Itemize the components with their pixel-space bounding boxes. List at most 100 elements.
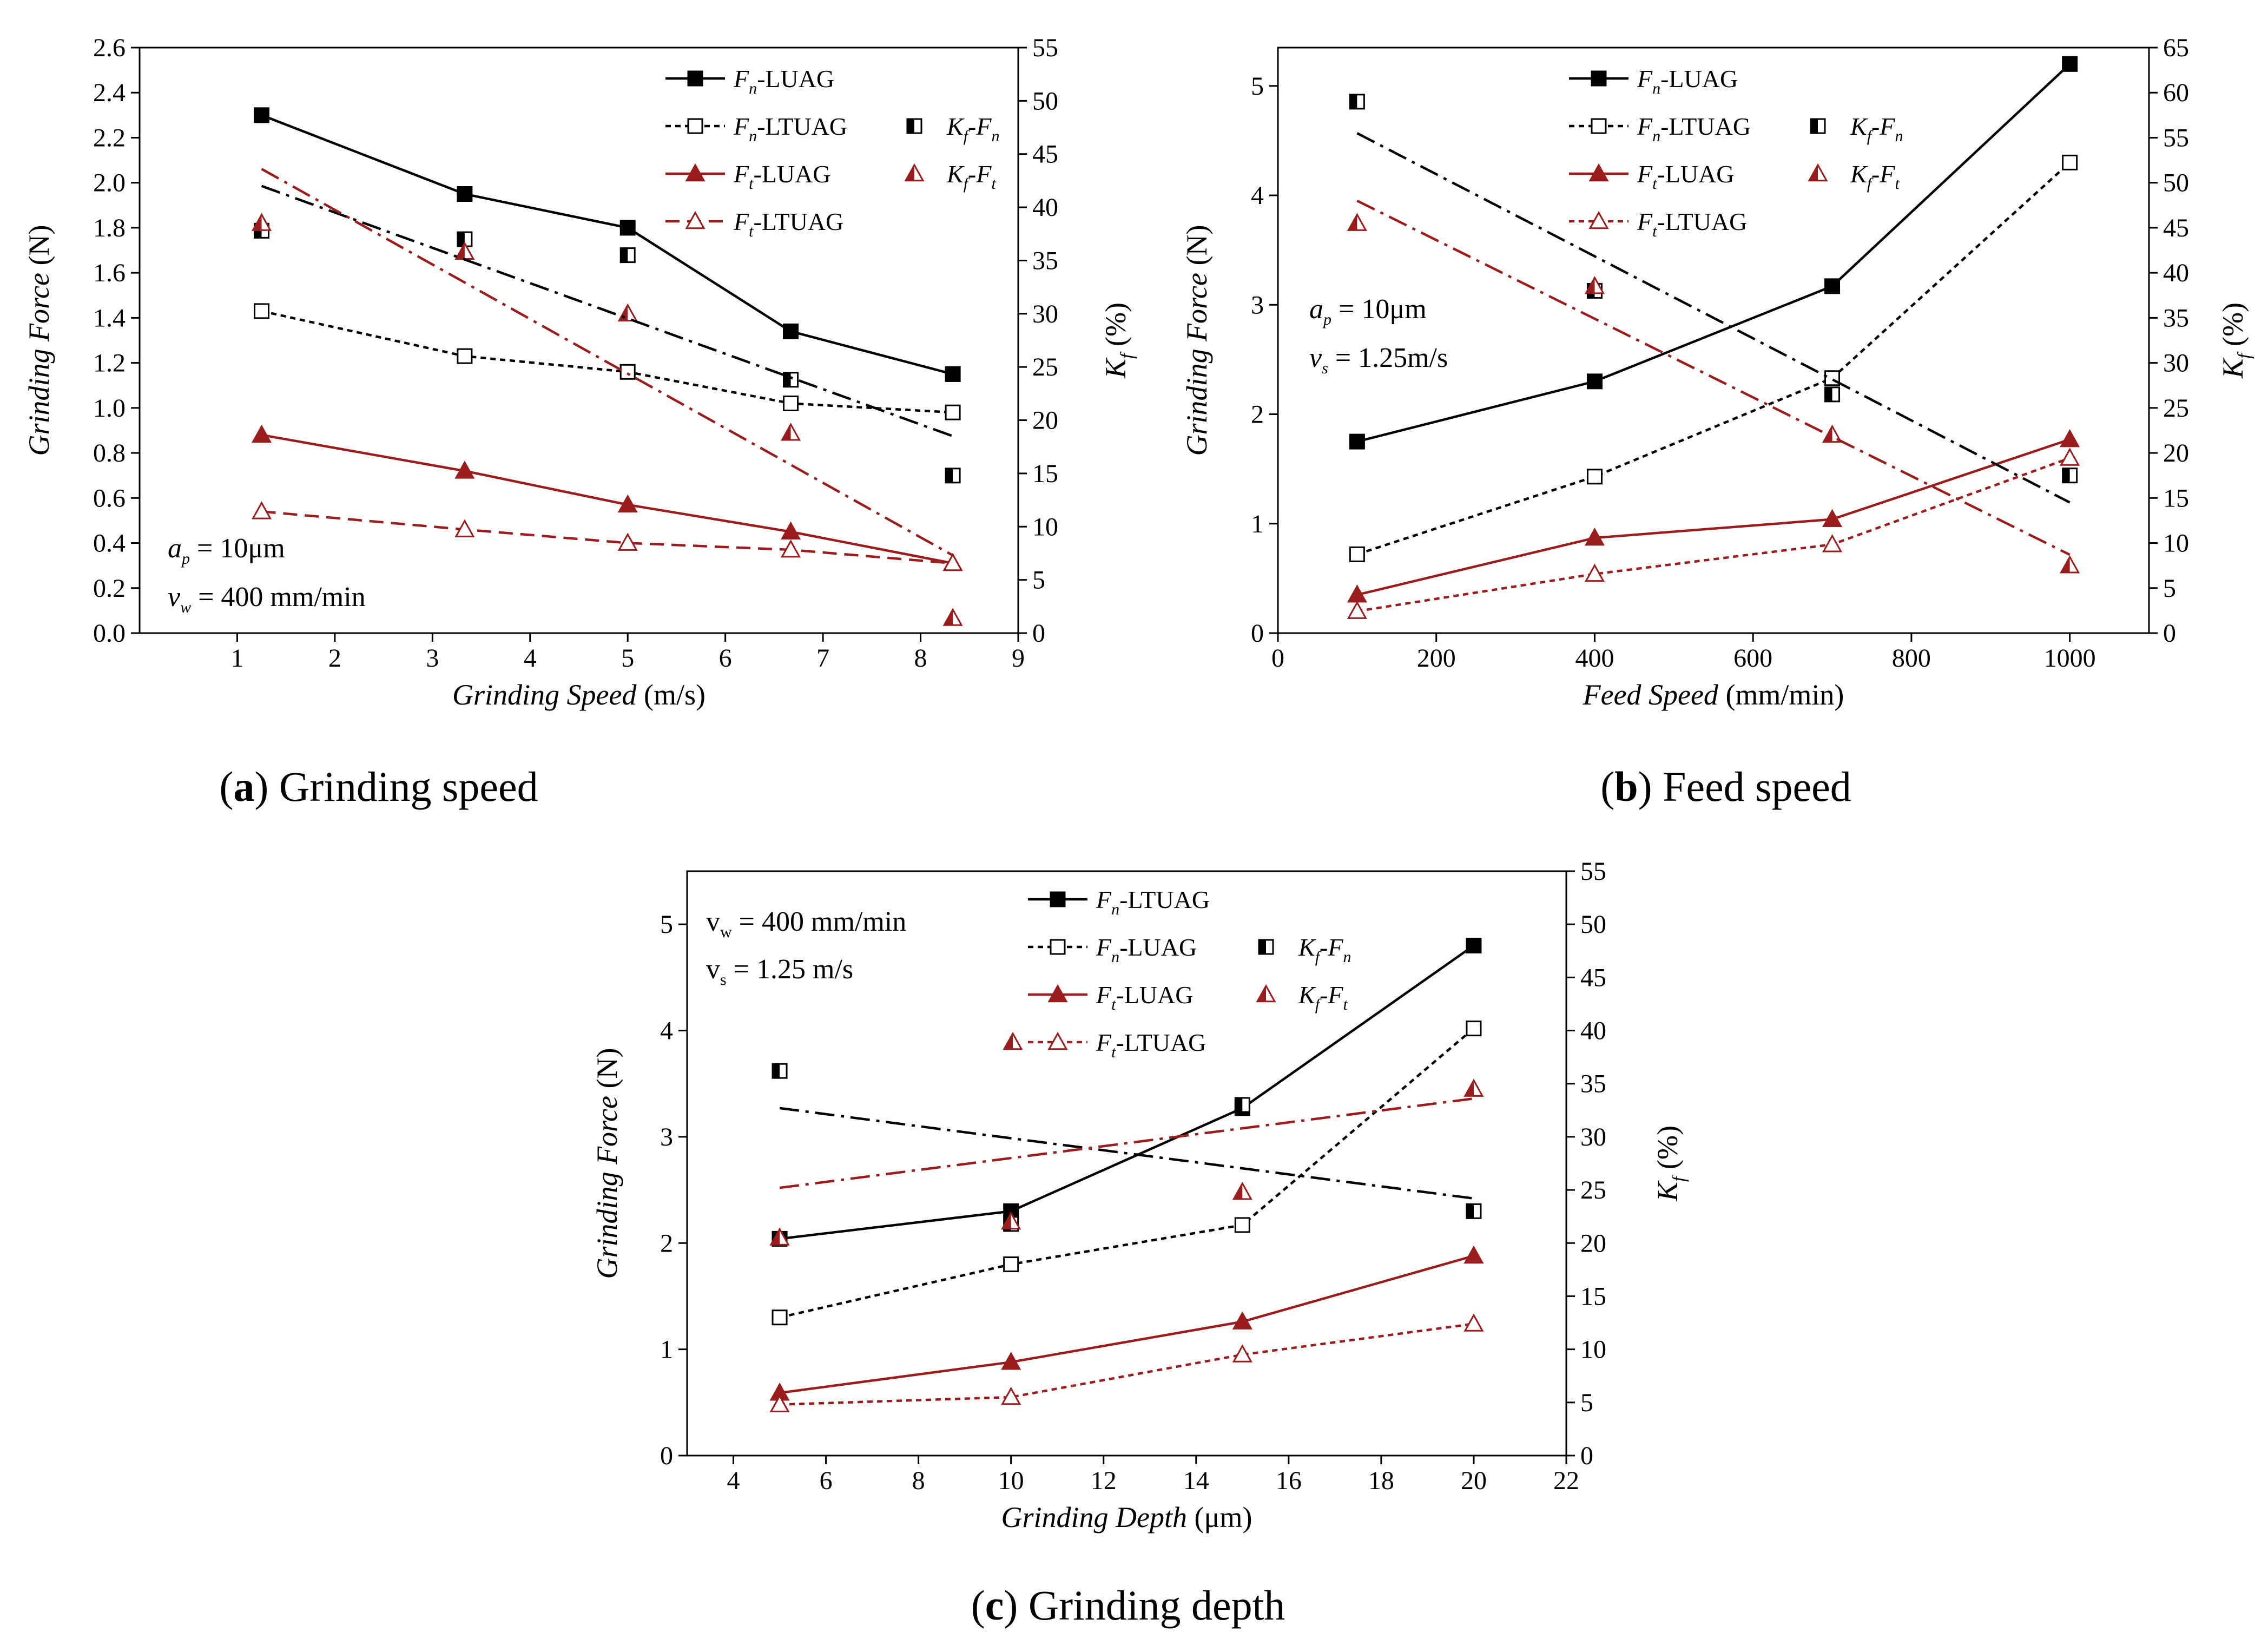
- y2-axis-ticks: 0 5 10 15 20 25 30 35 40 45 50 55: [1566, 857, 1606, 1470]
- x-tick-label: 14: [1183, 1466, 1209, 1495]
- x-tick-label: 400: [1575, 644, 1614, 673]
- legend-marker-fill: [1257, 986, 1266, 1002]
- chart-panel-a: 1 2 3 4 5 6 7 8 90.00.20.40.60.81.01.21.41.61.82…: [23, 34, 1137, 711]
- y2-axis-ticks: 0 5 10 15 20 25 30 35 40 45 50 55 60 65: [2149, 34, 2189, 648]
- y2-tick-label: 30: [1032, 300, 1058, 328]
- data-point: [1463, 1313, 1484, 1332]
- data-point-fill: [1235, 1098, 1243, 1112]
- data-point: [781, 521, 801, 540]
- y2-tick-label: 65: [2163, 34, 2189, 62]
- data-point: [2060, 429, 2080, 447]
- data-point: [1232, 1311, 1252, 1330]
- series-line: [1356, 161, 2071, 556]
- legend-label: Ft-LUAG: [1096, 981, 1194, 1013]
- data-point: [1824, 278, 1841, 294]
- y-axis-label: Grinding Force (N): [591, 1048, 623, 1279]
- y-tick-label: 1.4: [93, 304, 126, 332]
- data-point: [783, 372, 799, 388]
- y-tick-label: 1.6: [93, 259, 126, 287]
- legend-marker: [1258, 939, 1274, 955]
- x-tick-label: 8: [914, 644, 927, 673]
- legend-label: Kf-Fn: [1850, 113, 1903, 145]
- legend: Fn-LUAG Fn-LTUAG Ft-LUAG Ft-LTUAG Kf-Fn Kf-Ft: [665, 65, 999, 240]
- y-tick-label: 2.6: [93, 34, 126, 62]
- legend-marker: [1050, 891, 1066, 907]
- legend-marker: [1047, 984, 1068, 1003]
- data-point: [457, 186, 473, 202]
- x-tick-label: 8: [912, 1466, 925, 1495]
- x-tick-label: 16: [1276, 1466, 1302, 1495]
- y2-tick-label: 10: [2163, 529, 2189, 558]
- data-point: [454, 460, 475, 479]
- y2-tick-label: 5: [2163, 574, 2176, 603]
- legend-marker-fill: [1809, 165, 1818, 181]
- parameter-annotation: ap = 10μm: [168, 533, 285, 568]
- data-point: [252, 424, 272, 443]
- data-point: [617, 303, 638, 322]
- y-tick-label: 5: [660, 910, 673, 939]
- data-point: [619, 364, 636, 380]
- data-point-fill: [2061, 557, 2070, 572]
- y2-axis-label: Kf (%): [2217, 302, 2254, 379]
- x-tick-label: 800: [1892, 644, 1931, 673]
- data-point: [2060, 555, 2080, 574]
- series-kf-fn-fit: [779, 1107, 1474, 1200]
- series-line: [261, 510, 953, 565]
- data-point-fill: [1586, 278, 1595, 293]
- data-point-fill: [771, 1229, 780, 1245]
- x-axis-ticks: 1 2 3 4 5 6 7 8 9: [230, 633, 1025, 673]
- parameter-annotation: vs = 1.25 m/s: [706, 954, 853, 989]
- x-axis-label: Feed Speed (mm/min): [1583, 679, 1844, 711]
- y-tick-label: 3: [1251, 291, 1264, 319]
- legend-marker-fill: [1004, 1034, 1013, 1049]
- data-point: [769, 1227, 790, 1246]
- caption-c: (c) Grinding depth: [971, 1582, 1285, 1629]
- y2-axis-label: Kf (%): [1099, 302, 1137, 379]
- legend-label: Kf-Ft: [1850, 160, 1900, 193]
- series-line: [261, 114, 953, 376]
- x-tick-label: 1: [230, 644, 243, 673]
- legend-marker: [1591, 118, 1607, 134]
- y-axis-ticks: 0.0 0.2 0.4 0.6 0.8 1.0 1.2 1.4 1.6 1.8 2.0 2.2 2.4 2…: [93, 34, 140, 648]
- series-ft-ltuag: [1347, 447, 2080, 619]
- data-point-fill: [457, 232, 465, 247]
- legend-label: Fn-LUAG: [1096, 933, 1197, 966]
- y-tick-label: 0: [1251, 619, 1264, 648]
- x-tick-label: 4: [727, 1466, 740, 1495]
- data-point: [1463, 1245, 1484, 1264]
- data-point: [619, 220, 636, 236]
- x-axis-ticks: 4 6 8 10 12 14 16 18 20 22: [727, 1456, 1579, 1495]
- data-point-fill: [782, 424, 791, 440]
- y2-tick-label: 60: [2163, 78, 2189, 107]
- legend-label: Kf-Ft: [1298, 981, 1348, 1013]
- y-tick-label: 1.0: [93, 394, 126, 423]
- series-ft-luag: [769, 1245, 1484, 1401]
- data-point: [617, 532, 638, 551]
- data-point: [1001, 1211, 1021, 1230]
- data-point-fill: [944, 609, 953, 626]
- data-point: [942, 608, 963, 626]
- parameter-annotation: ap = 10μm: [1309, 294, 1427, 328]
- y2-tick-label: 20: [1032, 406, 1058, 435]
- data-point-fill: [619, 305, 628, 321]
- data-point: [2062, 468, 2078, 484]
- series-kf-fn-fit: [261, 185, 953, 438]
- y2-tick-label: 45: [1032, 140, 1058, 169]
- y2-tick-label: 0: [1032, 619, 1045, 648]
- series-fn-luag: [254, 107, 961, 382]
- y2-tick-label: 30: [2163, 349, 2189, 378]
- y-tick-label: 1.2: [93, 349, 126, 378]
- y-tick-label: 1: [660, 1335, 673, 1364]
- data-point: [2060, 447, 2080, 466]
- data-point-fill: [1823, 426, 1832, 442]
- y-tick-label: 0: [660, 1442, 673, 1470]
- y2-tick-label: 15: [1032, 459, 1058, 488]
- x-tick-label: 3: [426, 644, 439, 673]
- data-point: [1232, 1181, 1252, 1200]
- data-point: [457, 348, 473, 364]
- y2-tick-label: 0: [1580, 1442, 1593, 1470]
- data-point: [1822, 509, 1843, 527]
- y2-tick-label: 45: [2163, 214, 2189, 242]
- data-point: [1584, 276, 1605, 294]
- series-kf-fn: [254, 222, 961, 484]
